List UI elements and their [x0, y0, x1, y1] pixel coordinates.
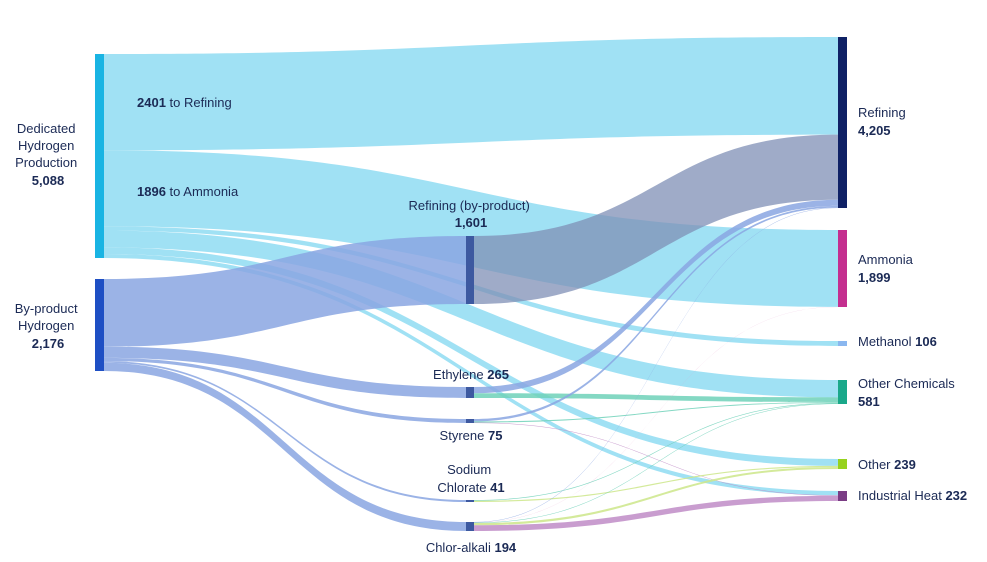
- flow-styrene-to-refining: [474, 205, 838, 422]
- flow-label-refining: 2401 to Refining: [137, 95, 232, 110]
- flow-chlor-to-other: [474, 466, 838, 526]
- flow-byproduct-to-sodium: [104, 361, 466, 502]
- target-label-industrial-heat: Industrial Heat 232: [858, 488, 967, 503]
- flow-dedicated-to-ammonia: [104, 150, 838, 307]
- node-heat: [838, 491, 847, 501]
- flow-sodium-to-other: [474, 465, 838, 502]
- node-byproduct: [95, 279, 104, 371]
- node-ammonia: [838, 230, 847, 307]
- node-methanol: [838, 341, 847, 346]
- middle-label-refining-byproduct: Refining (by-product) 1,601: [408, 198, 533, 230]
- target-label-methanol: Methanol 106: [858, 334, 937, 349]
- target-label-ammonia: Ammonia 1,899: [858, 252, 917, 285]
- flow-byproduct-to-chlor: [104, 362, 466, 531]
- target-label-refining: Refining 4,205: [858, 105, 909, 138]
- flow-byproduct-to-refbp: [104, 236, 466, 347]
- flow-ethylene-to-refining: [474, 199, 838, 394]
- source-label-byproduct: By-product Hydrogen 2,176: [15, 301, 82, 351]
- labels-layer: Dedicated Hydrogen Production 5,088 By-p…: [15, 95, 967, 555]
- flow-sodium-to-otherchem: [474, 402, 838, 501]
- flow-refbp-to-refining: [474, 134, 838, 304]
- middle-label-sodium-chlorate: Sodium Chlorate 41: [437, 462, 504, 495]
- flow-dedicated-to-refining: [104, 37, 838, 151]
- target-label-other-chemicals: Other Chemicals 581: [858, 376, 958, 409]
- source-label-dedicated: Dedicated Hydrogen Production 5,088: [15, 121, 81, 188]
- node-refining: [838, 37, 847, 208]
- flow-byproduct-to-styrene: [104, 357, 466, 423]
- flow-chlor-to-refining: [474, 207, 838, 523]
- node-dedicated: [95, 54, 104, 258]
- flow-styrene-to-otherchem: [474, 402, 838, 423]
- flow-styrene-to-heat: [474, 422, 838, 496]
- flow-label-ammonia: 1896 to Ammonia: [137, 184, 239, 199]
- flow-ethylene-to-otherchem: [474, 393, 838, 403]
- middle-label-styrene: Styrene 75: [440, 428, 503, 443]
- flow-chlor-to-heat: [474, 495, 838, 531]
- flow-dedicated-to-heat: [104, 253, 838, 496]
- node-sodium: [466, 500, 474, 502]
- node-otherchem: [838, 380, 847, 404]
- middle-label-chlor-alkali: Chlor-alkali 194: [426, 540, 517, 555]
- target-label-other: Other 239: [858, 457, 916, 472]
- flow-chlor-to-otherchem: [474, 403, 838, 524]
- node-chlor: [466, 522, 474, 531]
- node-ethylene: [466, 387, 474, 398]
- flows-layer: [104, 37, 838, 531]
- node-refbp: [466, 236, 474, 304]
- flow-chlor-to-ammonia: [474, 306, 838, 523]
- flow-dedicated-to-other: [104, 247, 838, 466]
- nodes-layer: [95, 37, 847, 531]
- flow-dedicated-to-otherchem: [104, 230, 838, 398]
- node-other: [838, 459, 847, 469]
- node-styrene: [466, 419, 474, 423]
- flow-byproduct-to-ethylene: [104, 346, 466, 398]
- middle-label-ethylene: Ethylene 265: [433, 367, 509, 382]
